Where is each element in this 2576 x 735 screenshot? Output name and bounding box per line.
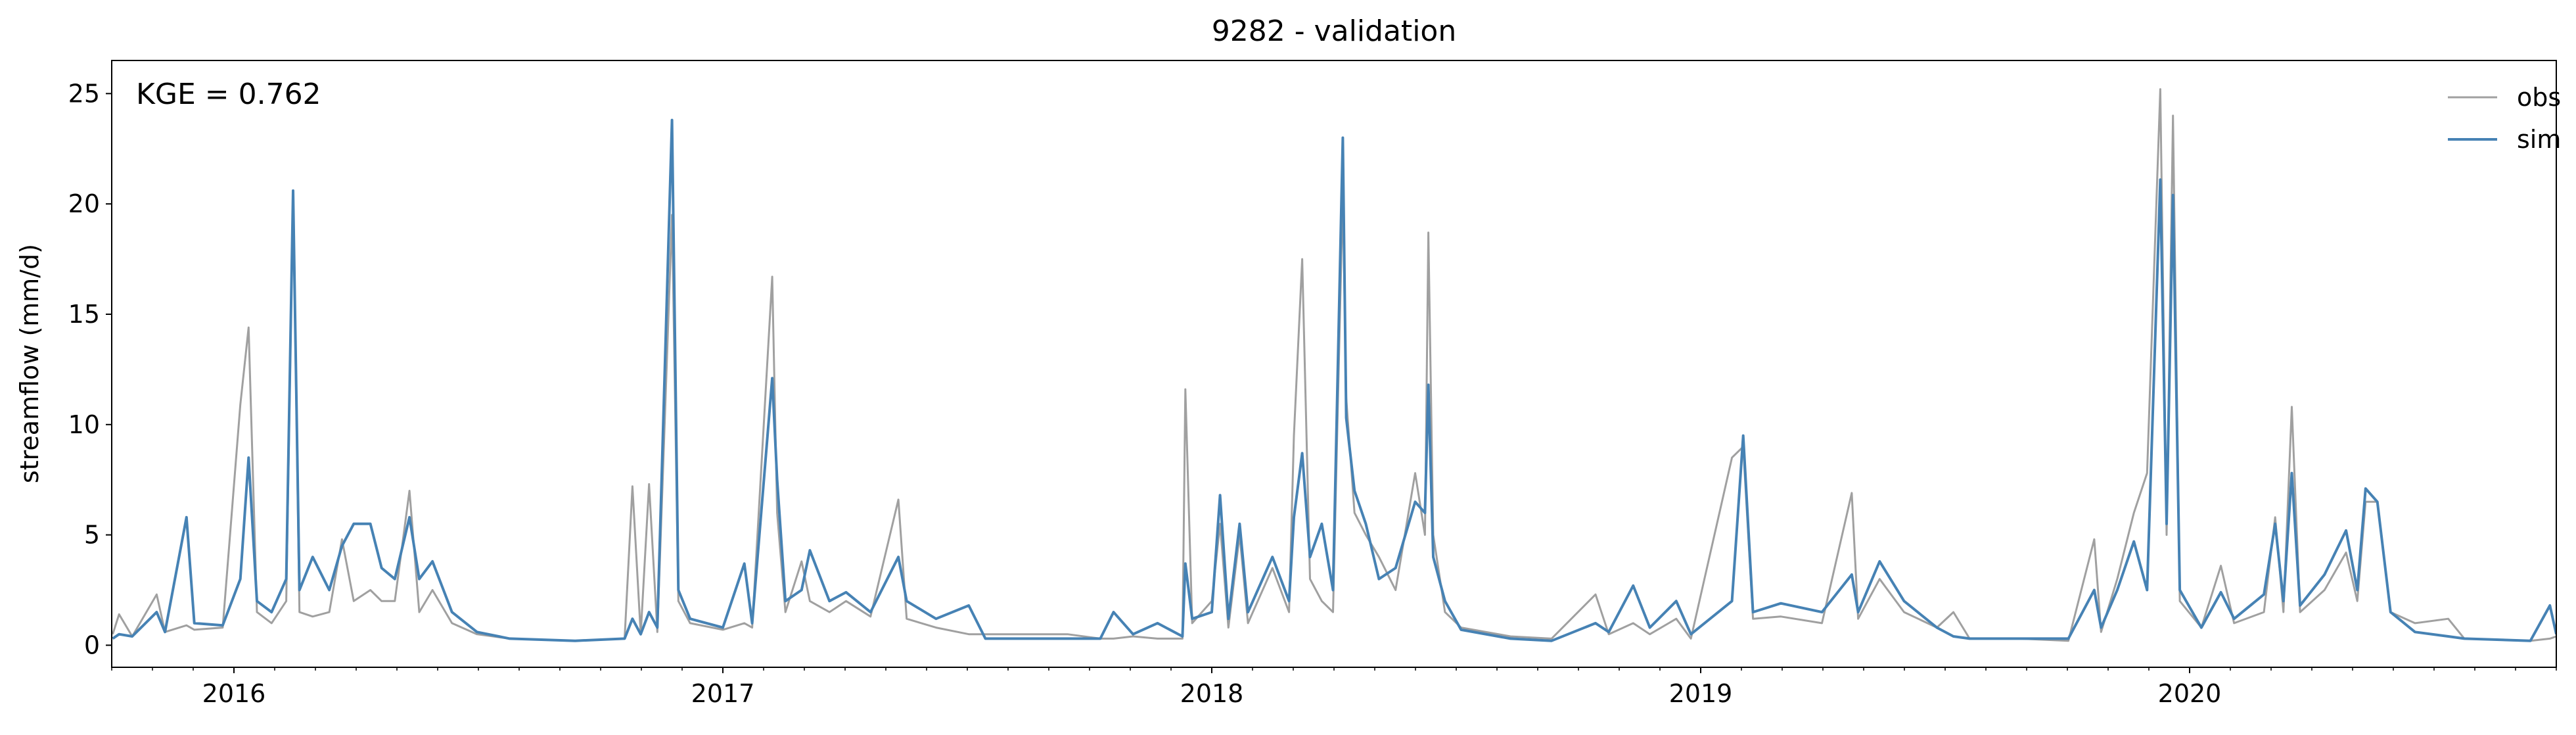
- x-tick-label: 2016: [202, 679, 266, 708]
- x-tick-label: 2018: [1180, 679, 1244, 708]
- y-axis-label: streamflow (mm/d): [15, 244, 44, 483]
- y-tick-label: 25: [68, 79, 100, 108]
- y-tick-label: 15: [68, 300, 100, 329]
- annotation: KGE = 0.762: [136, 78, 321, 111]
- chart-title: 9282 - validation: [1212, 14, 1456, 48]
- series-line: [112, 118, 2556, 642]
- x-tick-label: 2020: [2158, 679, 2222, 708]
- x-tick-label: 2019: [1669, 679, 1733, 708]
- legend-label: obs: [2517, 83, 2561, 112]
- x-tick-label: 2017: [691, 679, 755, 708]
- y-tick-label: 0: [84, 630, 100, 659]
- y-tick-label: 20: [68, 189, 100, 218]
- legend-label: sim: [2517, 125, 2561, 154]
- y-tick-label: 10: [68, 410, 100, 439]
- plot-frame: [111, 60, 2557, 668]
- y-tick-label: 5: [84, 521, 100, 550]
